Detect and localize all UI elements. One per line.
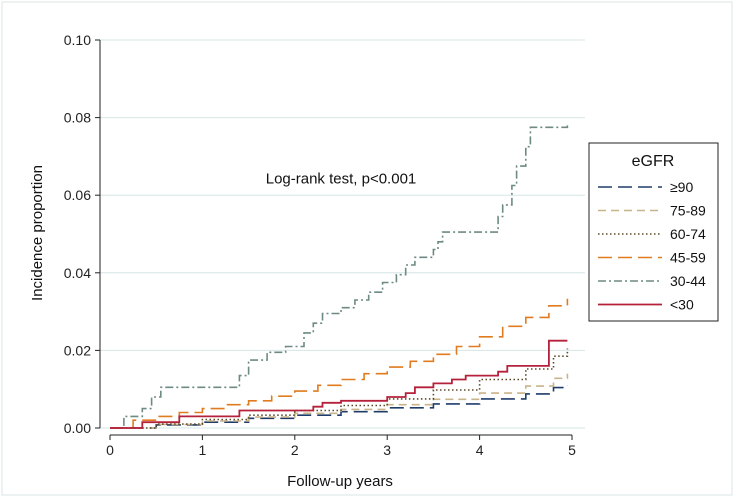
- y-tick-label: 0.00: [64, 420, 91, 436]
- x-tick-label: 4: [476, 442, 484, 458]
- series-line-5: [110, 339, 568, 429]
- legend-label: 45-59: [670, 250, 706, 266]
- y-axis-title: Incidence proportion: [29, 165, 46, 301]
- y-tick-label: 0.08: [64, 110, 91, 126]
- x-tick-label: 5: [568, 442, 576, 458]
- series-line-3: [110, 298, 569, 429]
- x-axis-title: Follow-up years: [287, 473, 393, 490]
- legend-label: 60-74: [670, 226, 706, 242]
- x-tick-label: 0: [106, 442, 114, 458]
- y-tick-label: 0.02: [64, 342, 91, 358]
- y-tick-label: 0.10: [64, 32, 91, 48]
- y-tick-label: 0.06: [64, 187, 91, 203]
- series-lines: [110, 125, 569, 429]
- legend-label: ≥90: [670, 179, 693, 195]
- legend-label: 30-44: [670, 273, 706, 289]
- legend: eGFR ≥90 75-89 60-74 45-59 30-44 <30: [588, 142, 719, 322]
- series-line-1: [110, 373, 569, 429]
- legend-label: 75-89: [670, 203, 706, 219]
- legend-label: <30: [670, 297, 694, 313]
- y-tick-label: 0.04: [64, 265, 91, 281]
- x-tick-label: 3: [383, 442, 391, 458]
- legend-box: [588, 142, 719, 322]
- legend-items: ≥90 75-89 60-74 45-59 30-44 <30: [598, 179, 706, 313]
- axes: 0.00 0.02 0.04 0.06 0.08 0.10 0 1 2 3 4 5: [64, 32, 576, 458]
- series-line-0: [110, 385, 569, 429]
- logrank-annotation: Log-rank test, p<0.001: [266, 171, 417, 188]
- x-tick-label: 2: [291, 442, 299, 458]
- series-line-4: [110, 125, 569, 429]
- series-line-2: [110, 348, 569, 429]
- legend-title: eGFR: [632, 153, 675, 170]
- x-tick-label: 1: [199, 442, 207, 458]
- gridlines: [100, 39, 585, 429]
